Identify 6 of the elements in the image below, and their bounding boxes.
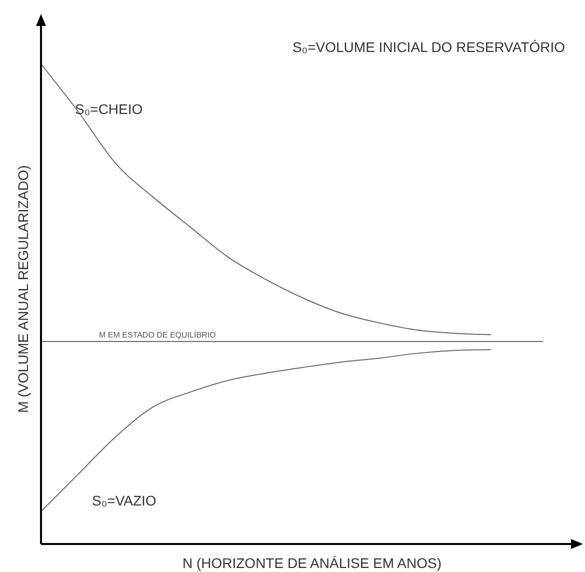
y-axis-title: M (VOLUME ANUAL REGULARIZADO) xyxy=(15,165,31,413)
x-axis-title: N (HORIZONTE DE ANÁLISE EM ANOS) xyxy=(182,555,442,571)
ref-line-label: M EM ESTADO DE EQUILÍBRIO xyxy=(99,330,216,340)
series-label: S₀=VAZIO xyxy=(92,492,156,508)
series-label: S₀=CHEIO xyxy=(75,101,143,117)
text: S₀=VOLUME INICIAL DO RESERVATÓRIO xyxy=(292,39,566,55)
